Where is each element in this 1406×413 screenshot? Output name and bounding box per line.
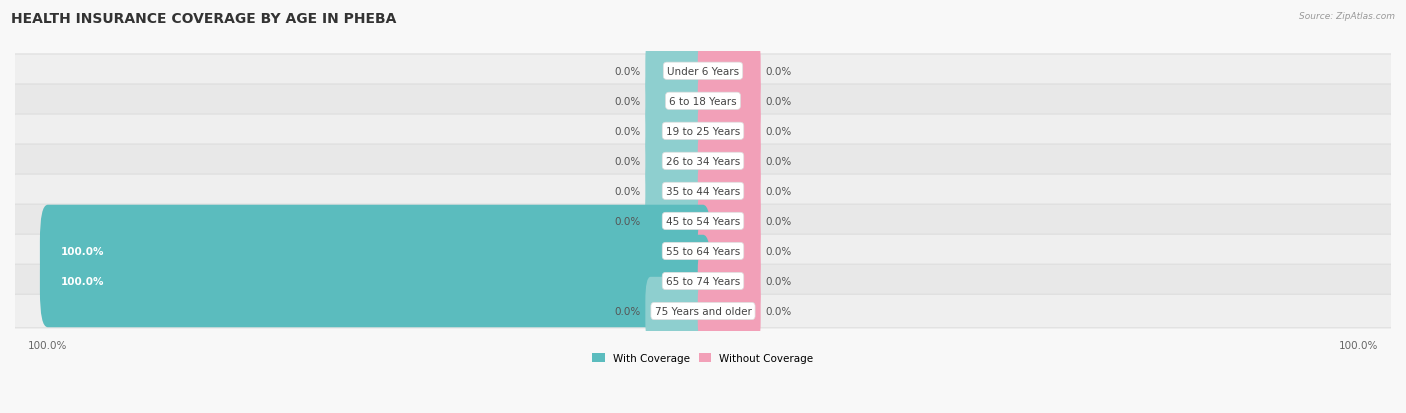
Text: 0.0%: 0.0% [614, 66, 641, 76]
Text: 0.0%: 0.0% [614, 306, 641, 316]
Text: 0.0%: 0.0% [614, 157, 641, 166]
Text: 6 to 18 Years: 6 to 18 Years [669, 97, 737, 107]
FancyBboxPatch shape [14, 204, 1392, 238]
Text: 0.0%: 0.0% [614, 186, 641, 197]
FancyBboxPatch shape [697, 38, 761, 106]
Text: 0.0%: 0.0% [765, 276, 792, 286]
FancyBboxPatch shape [39, 235, 711, 328]
Text: 75 Years and older: 75 Years and older [655, 306, 751, 316]
FancyBboxPatch shape [697, 127, 761, 196]
Text: 0.0%: 0.0% [614, 126, 641, 137]
FancyBboxPatch shape [645, 187, 709, 256]
Text: 65 to 74 Years: 65 to 74 Years [666, 276, 740, 286]
Text: 45 to 54 Years: 45 to 54 Years [666, 216, 740, 226]
Text: 100.0%: 100.0% [60, 247, 104, 256]
Text: 0.0%: 0.0% [765, 126, 792, 137]
FancyBboxPatch shape [645, 97, 709, 166]
FancyBboxPatch shape [645, 277, 709, 345]
FancyBboxPatch shape [14, 115, 1392, 148]
FancyBboxPatch shape [14, 145, 1392, 178]
FancyBboxPatch shape [697, 67, 761, 136]
FancyBboxPatch shape [14, 294, 1392, 328]
Text: Under 6 Years: Under 6 Years [666, 66, 740, 76]
FancyBboxPatch shape [645, 38, 709, 106]
FancyBboxPatch shape [645, 127, 709, 196]
Text: 0.0%: 0.0% [765, 97, 792, 107]
Text: 0.0%: 0.0% [765, 186, 792, 197]
Text: 55 to 64 Years: 55 to 64 Years [666, 247, 740, 256]
Text: HEALTH INSURANCE COVERAGE BY AGE IN PHEBA: HEALTH INSURANCE COVERAGE BY AGE IN PHEB… [11, 12, 396, 26]
FancyBboxPatch shape [14, 235, 1392, 268]
FancyBboxPatch shape [697, 97, 761, 166]
FancyBboxPatch shape [697, 277, 761, 345]
FancyBboxPatch shape [697, 217, 761, 285]
FancyBboxPatch shape [14, 175, 1392, 208]
Text: 19 to 25 Years: 19 to 25 Years [666, 126, 740, 137]
FancyBboxPatch shape [14, 85, 1392, 119]
Text: 0.0%: 0.0% [765, 247, 792, 256]
Legend: With Coverage, Without Coverage: With Coverage, Without Coverage [588, 349, 818, 367]
Text: 0.0%: 0.0% [765, 216, 792, 226]
Text: 100.0%: 100.0% [60, 276, 104, 286]
FancyBboxPatch shape [39, 205, 711, 297]
Text: 26 to 34 Years: 26 to 34 Years [666, 157, 740, 166]
FancyBboxPatch shape [645, 157, 709, 225]
FancyBboxPatch shape [645, 67, 709, 136]
FancyBboxPatch shape [697, 247, 761, 316]
Text: 0.0%: 0.0% [614, 97, 641, 107]
FancyBboxPatch shape [697, 187, 761, 256]
FancyBboxPatch shape [14, 265, 1392, 298]
Text: 0.0%: 0.0% [765, 157, 792, 166]
Text: Source: ZipAtlas.com: Source: ZipAtlas.com [1299, 12, 1395, 21]
FancyBboxPatch shape [14, 55, 1392, 88]
Text: 0.0%: 0.0% [614, 216, 641, 226]
FancyBboxPatch shape [697, 157, 761, 225]
Text: 0.0%: 0.0% [765, 66, 792, 76]
Text: 35 to 44 Years: 35 to 44 Years [666, 186, 740, 197]
Text: 0.0%: 0.0% [765, 306, 792, 316]
